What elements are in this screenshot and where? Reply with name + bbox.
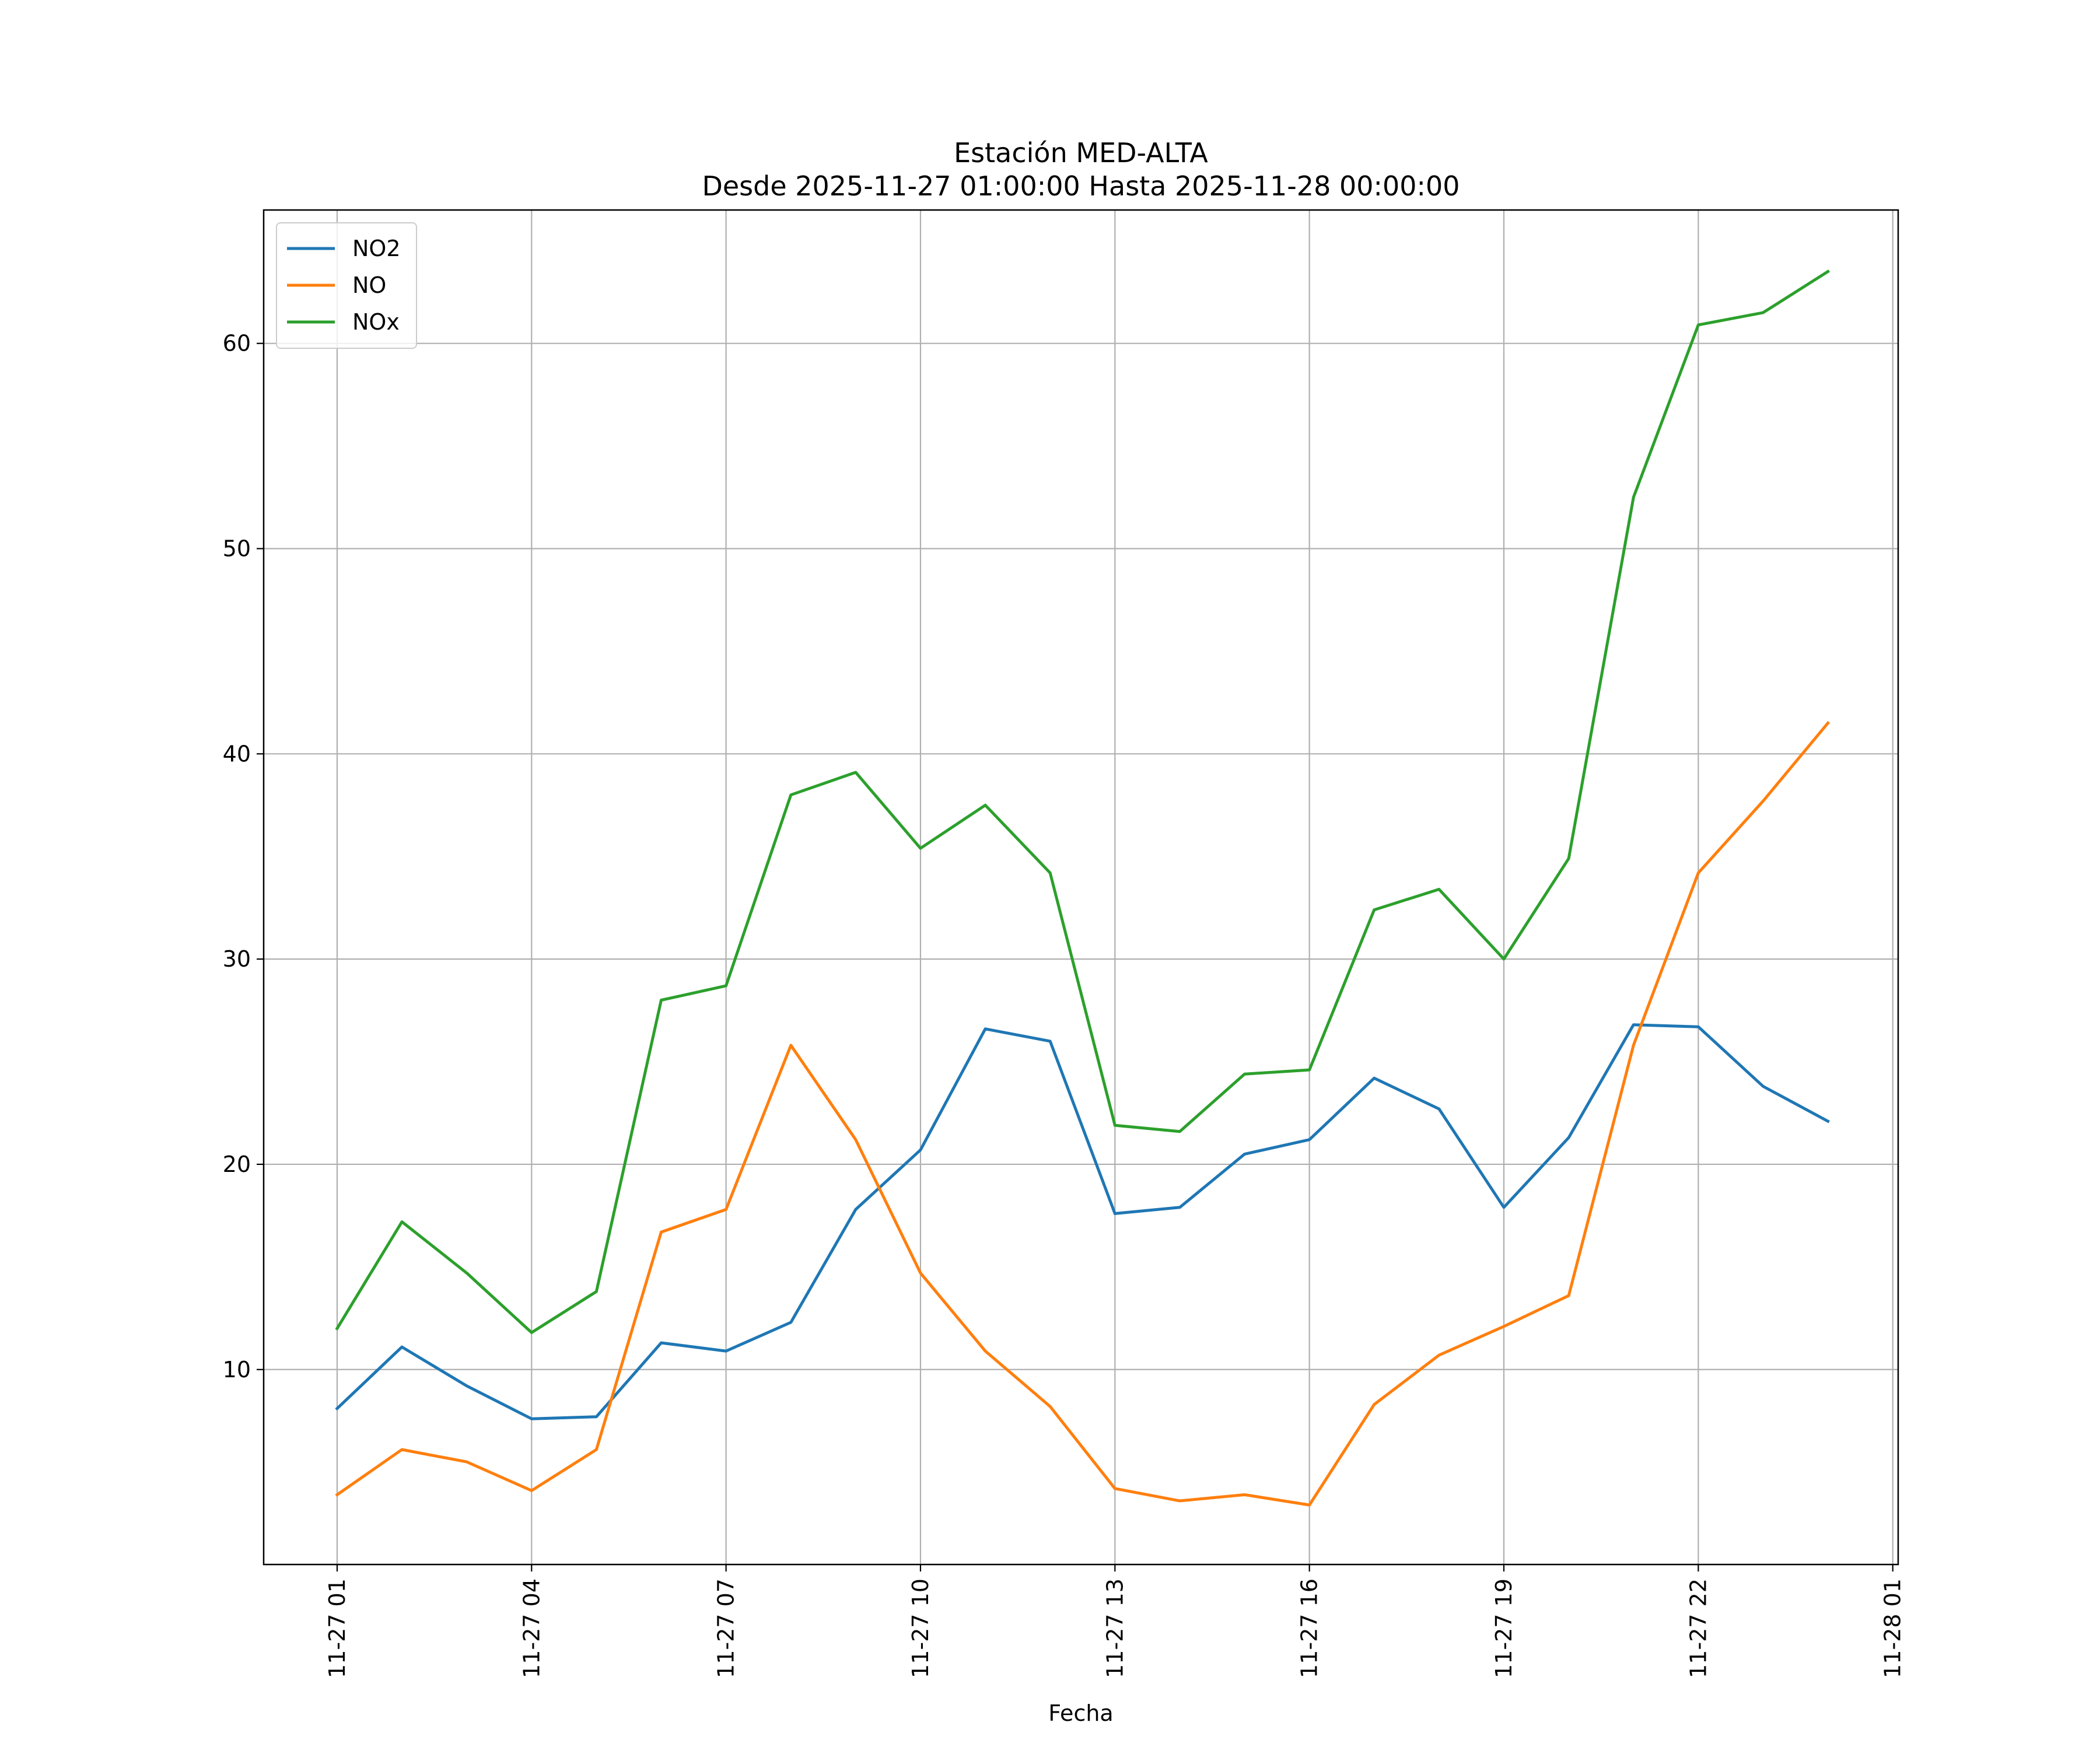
legend-label-no2: NO2 (352, 236, 401, 261)
x-tick-label: 11-27 22 (1685, 1578, 1711, 1678)
x-tick-label: 11-27 10 (908, 1578, 933, 1678)
chart-subtitle: Desde 2025-11-27 01:00:00 Hasta 2025-11-… (702, 170, 1460, 202)
y-tick-label: 30 (223, 946, 251, 972)
y-tick-label: 50 (223, 536, 251, 562)
x-tick-label: 11-27 16 (1297, 1578, 1322, 1678)
y-tick-label: 10 (223, 1357, 251, 1382)
y-tick-label: 40 (223, 741, 251, 766)
legend-label-nox: NOx (352, 309, 400, 335)
plot-frame (262, 209, 1899, 1566)
series-line-no (335, 720, 1831, 1507)
axis-ticks: 11-27 01 11-27 04 11-27 07 11-27 10 11-27 13… (223, 331, 1906, 1678)
x-tick-label: 11-27 19 (1491, 1578, 1517, 1678)
y-tick-label: 60 (223, 331, 251, 356)
x-tick-label: 11-27 13 (1102, 1578, 1128, 1678)
grid (264, 210, 1898, 1564)
chart-title: Estación MED-ALTA (954, 137, 1208, 169)
series-line-no2 (335, 1023, 1830, 1420)
legend: NO2 NO NOx (276, 222, 417, 349)
x-tick-label: 11-27 07 (713, 1578, 739, 1678)
y-tick-label: 20 (223, 1152, 251, 1177)
x-tick-label: 11-28 01 (1880, 1578, 1906, 1678)
x-tick-label: 11-27 01 (324, 1578, 350, 1678)
legend-label-no: NO (352, 272, 386, 298)
series-line-nox (335, 270, 1831, 1334)
x-tick-label: 11-27 04 (519, 1578, 544, 1678)
series-lines (335, 270, 1831, 1507)
legend-box (276, 222, 417, 349)
x-axis-label: Fecha (1048, 1700, 1113, 1726)
